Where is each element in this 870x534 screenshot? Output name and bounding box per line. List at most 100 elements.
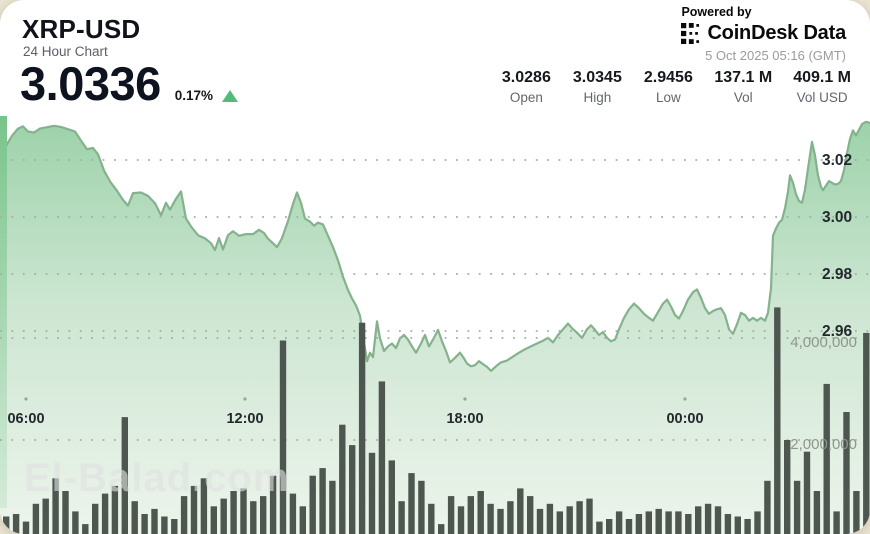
volume-bar — [853, 491, 860, 534]
stat-low: 2.9456 Low — [643, 69, 693, 105]
volume-bar — [121, 417, 128, 534]
symbol-title: XRP-USD — [22, 14, 141, 44]
volume-bar — [92, 503, 99, 534]
time-tick-dot — [243, 397, 247, 401]
volume-bar — [349, 445, 356, 534]
price-line — [0, 120, 870, 372]
stat-low-value: 2.9456 — [643, 69, 693, 86]
volume-bar — [418, 480, 425, 534]
volume-bar — [596, 521, 603, 534]
volume-bar — [82, 524, 89, 534]
volume-bar — [289, 493, 297, 534]
brand-block: Powered by CoinDesk Data 5 Oct 2025 05:1… — [681, 5, 846, 63]
volume-bar — [408, 473, 415, 534]
powered-by-label: Powered by — [681, 5, 752, 19]
volume-bar — [141, 514, 148, 534]
current-price-row: 3.0336 0.17% — [20, 57, 239, 110]
time-tick-dot — [463, 397, 467, 401]
volume-bar — [813, 491, 821, 534]
volume-bar — [774, 307, 781, 534]
volume-bar — [12, 514, 20, 534]
volume-bar — [22, 521, 30, 534]
current-price: 3.0336 — [20, 57, 161, 110]
volume-bar — [299, 506, 306, 534]
volume-bar — [180, 496, 188, 534]
brand-name: CoinDesk Data — [707, 22, 846, 44]
stat-open-value: 3.0286 — [501, 69, 551, 86]
volume-bar — [734, 516, 741, 534]
volume-bar — [447, 496, 455, 534]
volume-bar — [42, 498, 49, 534]
volume-bar — [823, 383, 830, 534]
volume-bar — [645, 511, 652, 534]
volume-bar — [685, 514, 692, 534]
volume-bar — [62, 491, 69, 534]
volume-bar — [438, 524, 445, 534]
volume-bar — [358, 322, 366, 534]
volume-bar — [111, 485, 119, 534]
stat-volume-usd-value: 409.1 M — [793, 69, 851, 86]
volume-bar — [724, 514, 732, 534]
volume-bar — [704, 503, 712, 534]
volume-bar — [536, 508, 544, 534]
time-tick-dot — [683, 397, 687, 401]
volume-bar — [714, 506, 722, 534]
stat-volume-label: Vol — [733, 90, 753, 105]
time-tick-label: 18:00 — [446, 411, 483, 427]
volume-bar — [398, 501, 405, 534]
price-tick-label: 2.98 — [822, 266, 853, 283]
brand-row: CoinDesk Data — [681, 22, 846, 45]
volume-bar — [250, 501, 257, 534]
stat-high-label: High — [583, 90, 612, 105]
volume-bar — [843, 412, 850, 534]
volume-bar — [457, 506, 465, 534]
volume-bar — [151, 508, 158, 534]
price-tick-label: 3.00 — [822, 209, 852, 226]
volume-bar — [171, 519, 178, 534]
volume-bar — [428, 503, 435, 534]
arrow-up-icon — [222, 89, 239, 102]
volume-bar — [833, 511, 840, 534]
volume-bar — [744, 519, 751, 534]
stat-volume-usd: 409.1 M Vol USD — [793, 69, 851, 105]
volume-bar — [615, 511, 623, 534]
time-tick-dot — [24, 397, 28, 401]
volume-bar — [220, 498, 227, 534]
volume-bar — [477, 491, 484, 534]
volume-bar — [507, 501, 514, 534]
volume-bar — [695, 506, 702, 534]
volume-bar — [655, 508, 662, 534]
stat-volume-usd-label: Vol USD — [796, 90, 848, 105]
volume-bar — [784, 440, 791, 534]
volume-bar — [517, 488, 524, 534]
volume-bar — [863, 332, 870, 534]
volume-bar — [269, 475, 277, 534]
volume-bar — [556, 511, 563, 534]
volume-bar — [675, 511, 682, 534]
volume-bar — [200, 478, 208, 534]
volume-bar — [793, 480, 801, 534]
volume-bar — [368, 452, 376, 534]
time-tick-label: 06:00 — [7, 411, 44, 427]
volume-bar — [527, 496, 534, 534]
stat-open: 3.0286 Open — [501, 69, 551, 105]
volume-bar — [625, 519, 633, 534]
chart-left-edge-strip — [0, 116, 7, 508]
volume-bar — [240, 488, 247, 534]
price-change-percent: 0.17% — [174, 88, 214, 103]
chart-subtitle: 24 Hour Chart — [23, 44, 108, 59]
volume-bar — [546, 503, 554, 534]
volume-bar — [72, 511, 79, 534]
volume-bar — [764, 480, 771, 534]
stat-volume: 137.1 M Vol — [714, 69, 772, 105]
volume-bar — [32, 503, 40, 534]
price-area-fill — [0, 121, 870, 534]
stat-volume-value: 137.1 M — [714, 69, 773, 86]
volume-bar — [754, 511, 761, 534]
volume-bar — [161, 516, 168, 534]
volume-bar — [52, 478, 59, 534]
volume-bar — [803, 451, 811, 534]
